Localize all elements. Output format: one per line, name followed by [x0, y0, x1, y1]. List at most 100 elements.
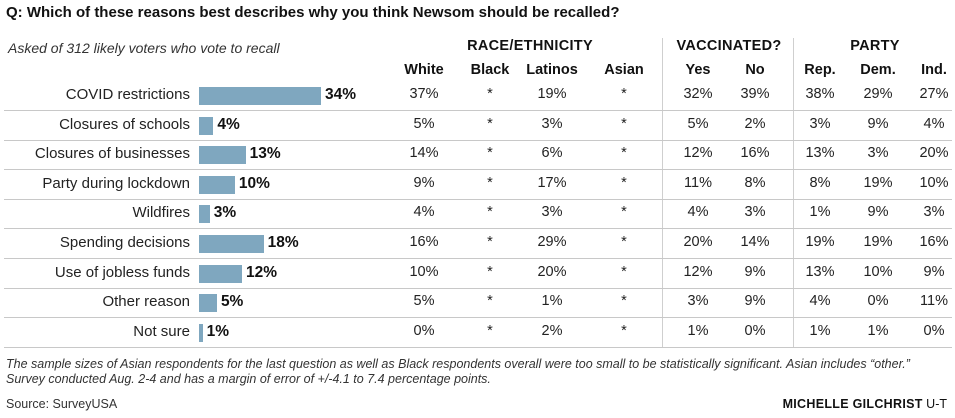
bar [199, 205, 210, 224]
table-cell: 9% [867, 115, 889, 132]
table-cell: * [621, 234, 627, 250]
table-cell: 4% [809, 293, 831, 310]
table-cell: 5% [687, 115, 709, 132]
bar-value-label: 5% [220, 293, 244, 311]
chart-row: COVID restrictions 34% 37% * 19% * 32% 39% 38% 29… [4, 82, 952, 111]
row-divider [4, 287, 952, 289]
table-cell: 0% [413, 322, 435, 339]
table-cell: 6% [541, 145, 563, 162]
table-cell: 9% [744, 263, 766, 280]
table-cell: 14% [740, 234, 770, 250]
source: Source: SurveyUSA [6, 397, 118, 411]
table-cell: 1% [687, 322, 709, 339]
table-cell: 38% [805, 86, 835, 102]
table-cell: 19% [863, 174, 893, 191]
row-divider [4, 228, 952, 230]
category-label: Closures of schools [59, 115, 190, 133]
table-cell: 27% [919, 86, 949, 102]
category-label: COVID restrictions [65, 86, 190, 103]
bar-value-label: 3% [213, 204, 237, 222]
table-cell: 10% [919, 174, 949, 191]
table-cell: 4% [923, 115, 945, 132]
table-cell: * [487, 204, 493, 221]
table-cell: 19% [863, 234, 893, 250]
table-cell: 16% [919, 234, 949, 250]
bar-value-label: 1% [206, 322, 229, 340]
row-divider [4, 110, 952, 111]
table-cell: 13% [805, 263, 835, 280]
table-cell: 9% [744, 293, 766, 310]
table-cell: * [621, 145, 627, 162]
column-header: Asian [604, 62, 644, 78]
table-cell: 3% [744, 204, 766, 221]
table-cell: 20% [537, 263, 567, 280]
table-cell: 5% [413, 293, 435, 310]
bar-value-label: 4% [217, 115, 240, 133]
bar [199, 294, 217, 313]
table-cell: 37% [409, 86, 439, 102]
column-header: White [404, 62, 444, 78]
chart-row: Spending decisions 18% 16% * 29% * 20% 14% 19% 19… [4, 230, 952, 259]
table-cell: 0% [744, 322, 766, 339]
table-cell: 8% [809, 174, 831, 191]
bar [199, 323, 203, 342]
credit-name: MICHELLE GILCHRIST [782, 397, 923, 411]
bar-value-label: 18% [267, 234, 299, 251]
credit: MICHELLE GILCHRIST U-T [783, 397, 947, 411]
table-cell: * [487, 322, 493, 339]
table-cell: * [621, 174, 627, 191]
table-cell: 11% [684, 174, 712, 191]
chart-row: Closures of businesses 13% 14% * 6% * 12% 16% 13… [4, 141, 952, 171]
question-title: Q: Which of these reasons best describes… [6, 4, 620, 21]
category-label: Not sure [133, 322, 190, 340]
table-cell: 3% [923, 204, 945, 221]
category-label: Wildfires [132, 204, 190, 222]
table-cell: 4% [687, 204, 709, 221]
table-cell: 3% [809, 115, 831, 132]
row-divider [4, 198, 952, 200]
column-header: Black [470, 62, 510, 78]
table-cell: * [621, 204, 627, 221]
table-cell: 1% [809, 322, 831, 339]
table-cell: * [621, 115, 627, 132]
bar [199, 116, 214, 135]
table-cell: * [621, 293, 627, 310]
table-cell: 14% [409, 145, 439, 162]
table-cell: 17% [537, 174, 567, 191]
category-label: Other reason [102, 293, 190, 311]
row-divider [4, 258, 952, 259]
table-cell: 9% [867, 204, 889, 221]
category-label: Closures of businesses [34, 145, 190, 163]
divider-vaccinated-party [793, 38, 794, 348]
table-cell: 20% [919, 145, 949, 162]
table-cell: * [487, 293, 493, 310]
bar [199, 235, 264, 253]
table-cell: 16% [409, 234, 439, 250]
row-divider [4, 139, 952, 141]
chart-row: Wildfires 3% 4% * 3% * 4% 3% 1% 9% 3% [4, 200, 952, 230]
table-cell: 10% [409, 263, 439, 280]
category-label: Party during lockdown [42, 174, 190, 192]
table-cell: 3% [687, 293, 709, 310]
table-cell: 29% [537, 234, 567, 250]
table-cell: 8% [744, 174, 766, 191]
chart-row: Use of jobless funds 12% 10% * 20% * 12% 9% 13% 1… [4, 260, 952, 289]
table-cell: 9% [923, 263, 945, 280]
table-cell: 20% [683, 234, 713, 250]
table-cell: 0% [867, 293, 889, 310]
table-cell: * [621, 263, 627, 280]
column-header: Latinos [526, 62, 578, 78]
table-cell: 0% [923, 322, 945, 339]
footnote: The sample sizes of Asian respondents fo… [6, 357, 910, 386]
table-cell: * [487, 86, 493, 102]
table-cell: 12% [683, 263, 713, 280]
column-header: Dem. [860, 62, 896, 78]
table-cell: 3% [867, 145, 889, 162]
chart-row: Other reason 5% 5% * 1% * 3% 9% 4% 0% 11% [4, 289, 952, 319]
row-divider [4, 346, 952, 348]
bar [199, 146, 246, 165]
table-cell: 5% [413, 115, 435, 132]
column-header: Ind. [921, 62, 947, 78]
row-divider [4, 169, 952, 171]
table-cell: * [487, 263, 493, 280]
